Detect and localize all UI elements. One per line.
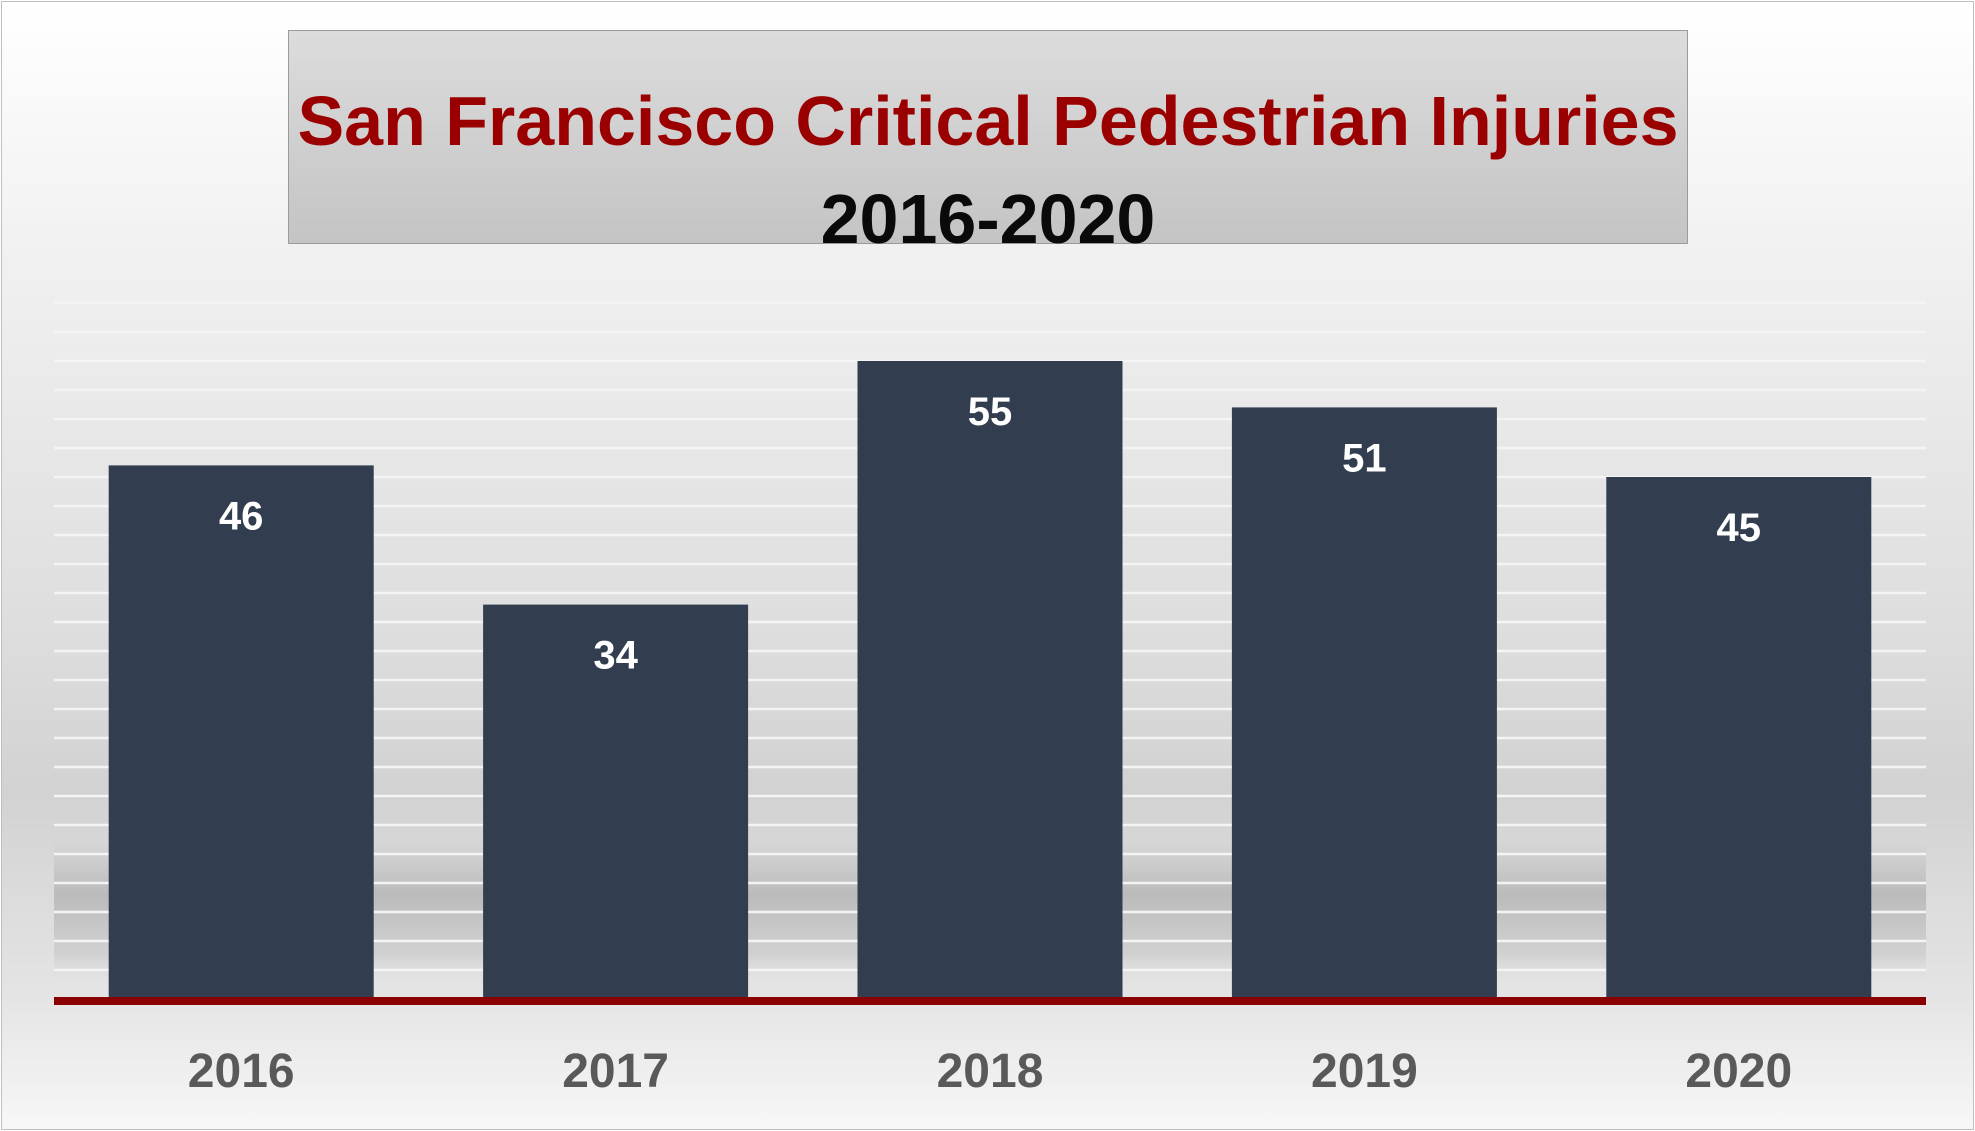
bar-2017 <box>483 604 749 999</box>
data-label-2017: 34 <box>593 634 638 678</box>
chart-title: San Francisco Critical Pedestrian Injuri… <box>297 82 1679 160</box>
bar-2018 <box>857 361 1123 999</box>
bar-2016 <box>108 465 374 999</box>
bar-2020 <box>1606 477 1872 999</box>
x-tick-label-2019: 2019 <box>1311 1045 1418 1098</box>
data-label-2020: 45 <box>1717 506 1762 550</box>
data-label-2016: 46 <box>219 494 264 538</box>
x-tick-label-2018: 2018 <box>937 1045 1044 1098</box>
data-label-2019: 51 <box>1342 436 1387 480</box>
x-tick-label-2020: 2020 <box>1685 1045 1792 1098</box>
data-label-2018: 55 <box>968 390 1013 434</box>
x-tick-label-2016: 2016 <box>188 1045 295 1098</box>
x-tick-label-2017: 2017 <box>562 1045 669 1098</box>
title-box: San Francisco Critical Pedestrian Injuri… <box>288 30 1688 258</box>
chart-subtitle: 2016-2020 <box>820 180 1156 258</box>
bar-2019 <box>1231 407 1497 999</box>
